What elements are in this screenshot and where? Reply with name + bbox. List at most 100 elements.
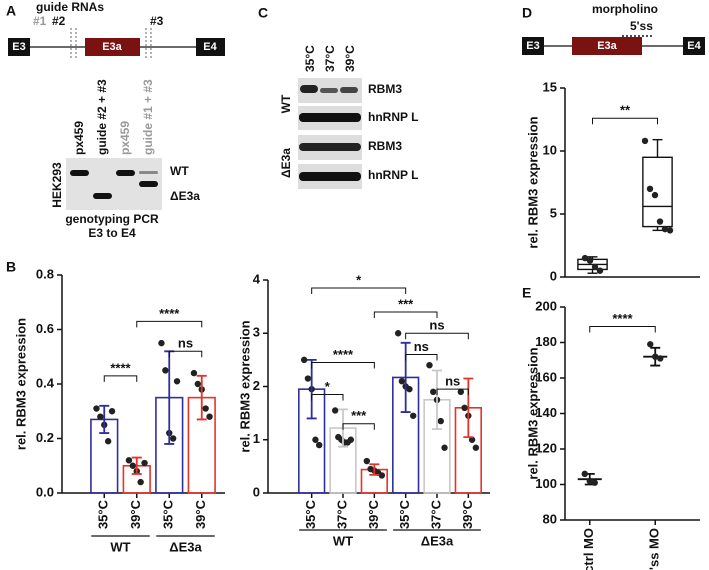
y-tick-label: 100: [535, 476, 557, 491]
cell-line: HEK293: [50, 162, 64, 208]
significance-bracket: [311, 362, 375, 369]
significance-bracket: [436, 388, 469, 396]
data-point: [586, 477, 593, 485]
group-label: ΔE3a: [279, 148, 293, 178]
x-tick-label: ctrl MO: [581, 528, 596, 570]
x-tick-label: 39°C: [366, 499, 381, 529]
y-tick-label: 180: [535, 334, 557, 349]
data-point: [441, 444, 448, 451]
x-tick-label: 39°C: [128, 499, 143, 529]
y-tick-label: 0.2: [36, 430, 54, 445]
data-point: [656, 218, 664, 225]
data-point: [300, 356, 308, 364]
data-point: [472, 444, 480, 451]
significance-bracket: [592, 117, 658, 125]
exon: [8, 38, 30, 56]
lane-label: guide #1 + #3: [141, 79, 155, 155]
y-tick-label: 10: [543, 142, 557, 157]
error-bar: [369, 463, 380, 476]
data-point: [378, 472, 386, 479]
y-tick-label: 0.0: [36, 484, 54, 499]
band-label: WT: [170, 164, 189, 178]
blot: [298, 78, 362, 189]
significance-bracket: [136, 320, 203, 328]
data-point: [202, 405, 209, 412]
exon-label: E3: [526, 40, 539, 52]
error-bar: [131, 456, 142, 475]
data-point: [657, 355, 664, 362]
data-point: [312, 436, 319, 443]
y-tick-label: 80: [543, 511, 557, 526]
group-label: WT: [279, 94, 293, 113]
exon-label: E3a: [102, 41, 122, 53]
error-bar: [432, 369, 442, 430]
significance-label: ****: [333, 347, 354, 362]
guide-label: #3: [150, 14, 164, 28]
data-point: [646, 185, 654, 192]
significance-bracket: [311, 287, 407, 294]
group-label: WT: [333, 533, 353, 548]
error-bar: [463, 377, 474, 438]
data-point: [430, 388, 437, 396]
y-axis-label: rel. RBM3 expression: [525, 116, 540, 248]
significance-bracket: [342, 423, 375, 430]
data-point: [596, 267, 604, 274]
data-point: [104, 438, 112, 445]
y-axis-label: rel. RBM3 expression: [237, 320, 252, 452]
data-point: [93, 405, 100, 412]
significance-label: ns: [429, 318, 444, 333]
data-point: [641, 137, 649, 145]
gel-caption: genotyping PCR: [65, 212, 159, 226]
significance-label: ns: [445, 374, 460, 389]
significance-label: ***: [398, 296, 414, 311]
data-point: [108, 408, 116, 415]
protein-label: RBM3: [368, 82, 402, 96]
y-tick-label: 160: [535, 369, 557, 384]
y-tick-label: 0.4: [36, 375, 55, 390]
data-point: [173, 378, 181, 385]
significance-bracket: [589, 326, 656, 333]
significance-label: **: [620, 103, 631, 118]
data-point: [468, 436, 476, 443]
data-point: [591, 479, 598, 486]
data-point: [581, 470, 588, 478]
x-tick-label: 5'ss MO: [647, 528, 662, 570]
data-point: [129, 462, 137, 469]
panel-label: A: [6, 3, 16, 19]
significance-label: ***: [351, 408, 367, 423]
x-tick-label: 39°C: [460, 499, 475, 529]
data-point: [406, 385, 413, 393]
guide-label: #2: [52, 14, 66, 28]
lane-label: px459: [72, 121, 86, 155]
x-tick-label: 39°C: [193, 499, 208, 529]
data-point: [398, 377, 406, 385]
y-axis-label: rel. RBM3 expression: [525, 347, 540, 479]
data-point: [141, 459, 148, 467]
y-tick-label: 140: [535, 405, 557, 420]
data-point: [586, 257, 594, 264]
panel-label: D: [522, 5, 532, 21]
error-bar: [196, 374, 207, 421]
significance-bracket: [373, 311, 438, 318]
significance-label: ns: [178, 336, 193, 351]
exon-label: E3a: [597, 40, 617, 52]
data-point: [194, 380, 202, 388]
significance-label: ****: [612, 311, 633, 326]
data-point: [158, 339, 165, 347]
y-axis-label: rel. RBM3 expression: [13, 318, 28, 450]
significance-bracket: [405, 354, 438, 361]
lane-label: guide #2 + #3: [95, 79, 109, 155]
significance-label: *: [356, 272, 362, 287]
protein-label: hnRNP L: [368, 168, 418, 182]
protein-label: hnRNP L: [368, 110, 418, 124]
data-point: [461, 404, 468, 411]
lane-label: px459: [118, 121, 132, 155]
group-label: WT: [110, 539, 130, 554]
data-point: [652, 353, 659, 360]
data-point: [363, 457, 371, 465]
lane-label: 39°C: [343, 45, 357, 72]
error-bar: [306, 358, 317, 420]
data-point: [97, 413, 104, 420]
box: [642, 156, 673, 228]
